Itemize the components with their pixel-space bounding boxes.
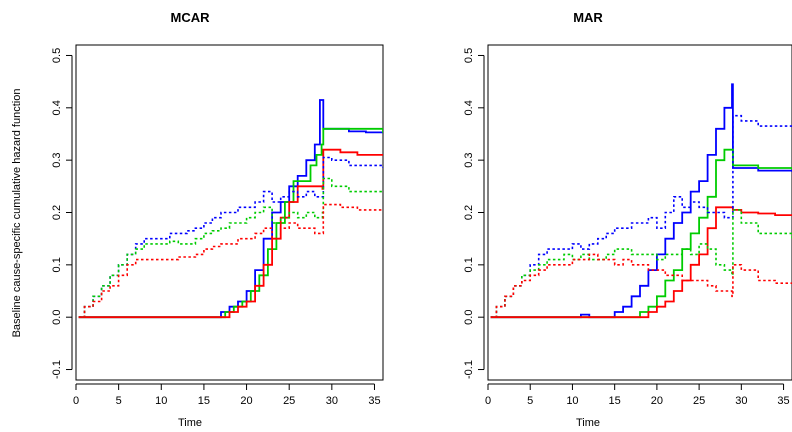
panel-mar: MAR Time 0 5 10 15 20 25 30 35 -0.1 0.0 0.1 0.2 0.3 0… [463, 10, 792, 429]
series-line-4 [490, 209, 792, 318]
y-tick-label: 0.3 [51, 153, 63, 168]
series-line-3 [78, 156, 383, 318]
series-line-1 [78, 127, 383, 319]
x-tick-label: 0 [73, 395, 79, 407]
y-tick-label: 0.1 [463, 257, 475, 272]
series-line-4 [78, 177, 383, 318]
y-tick-label: 0.0 [51, 310, 63, 325]
y-tick-label: 0.4 [51, 100, 63, 115]
x-tick-label: 15 [609, 395, 621, 407]
y-tick-label: 0.0 [463, 310, 475, 325]
y-tick-label: 0.4 [463, 100, 475, 115]
x-tick-label: 25 [693, 395, 705, 407]
y-axis-label: Baseline cause-specific cumulative hazar… [11, 89, 23, 338]
panel-mcar: MCAR Baseline cause-specific cumulative … [11, 10, 384, 429]
y-tick-label: 0.1 [51, 257, 63, 272]
x-tick-label: 25 [283, 395, 295, 407]
x-tick-label: 5 [116, 395, 122, 407]
x-tick-label: 10 [566, 395, 578, 407]
x-tick-label: 20 [651, 395, 663, 407]
x-tick-label: 30 [326, 395, 338, 407]
chart-title: MCAR [171, 10, 211, 25]
x-tick-label: 30 [735, 395, 747, 407]
x-axis-label: Time [178, 417, 202, 429]
y-tick-label: 0.3 [463, 153, 475, 168]
series-line-5 [78, 203, 383, 318]
y-tick-label: 0.5 [51, 48, 63, 63]
x-tick-label: 0 [485, 395, 491, 407]
x-tick-label: 10 [155, 395, 167, 407]
series-line-3 [490, 114, 792, 318]
plot-frame [487, 44, 792, 381]
series-group [78, 99, 383, 319]
y-tick-label: 0.2 [51, 205, 63, 220]
x-tick-label: 15 [198, 395, 210, 407]
x-tick-label: 35 [368, 395, 380, 407]
series-line-2 [490, 206, 792, 319]
series-line-0 [490, 83, 792, 319]
x-tick-label: 20 [240, 395, 252, 407]
series-line-2 [78, 148, 383, 319]
plot-frame [75, 44, 384, 381]
y-tick-label: -0.1 [51, 360, 63, 379]
x-tick-label: 35 [777, 395, 789, 407]
y-tick-label: 0.5 [463, 48, 475, 63]
y-tick-label: 0.2 [463, 205, 475, 220]
series-line-1 [490, 148, 792, 319]
series-line-0 [78, 99, 383, 319]
x-tick-label: 5 [527, 395, 533, 407]
x-axis-label: Time [576, 417, 600, 429]
chart-title: MAR [573, 10, 603, 25]
series-group [490, 83, 792, 319]
series-line-5 [490, 253, 792, 318]
y-tick-label: -0.1 [463, 360, 475, 379]
